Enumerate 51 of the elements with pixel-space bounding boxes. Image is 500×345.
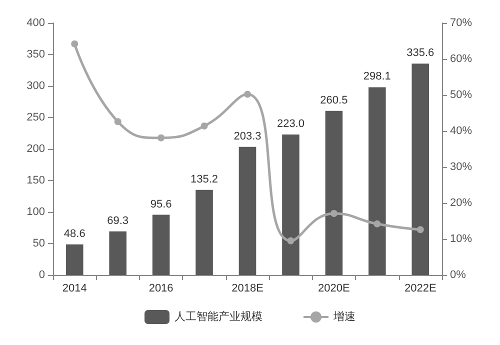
point <box>114 118 122 126</box>
point <box>416 226 424 234</box>
bar <box>238 146 256 275</box>
x-tick-label: 2022E <box>404 282 436 294</box>
x-tick-label: 2014 <box>62 282 87 294</box>
y-tick-label: 300 <box>26 80 45 92</box>
y-tick-label: 400 <box>26 17 45 29</box>
y-tick-label: 250 <box>26 112 45 124</box>
x-tick-label: 2020E <box>318 282 350 294</box>
point <box>374 220 381 228</box>
y2-tick-label: 50% <box>450 89 472 101</box>
data-label: 335.6 <box>406 47 434 60</box>
data-label: 69.3 <box>107 214 129 227</box>
y2-tick-label: 30% <box>450 161 472 173</box>
y-tick-label: 200 <box>26 143 45 155</box>
y2-tick-label: 0% <box>450 269 466 281</box>
bar <box>196 190 213 275</box>
bar <box>66 244 84 275</box>
bar <box>412 64 430 275</box>
point <box>244 90 251 98</box>
point <box>71 40 78 48</box>
bar <box>325 110 343 275</box>
y2-tick-label: 10% <box>450 233 472 245</box>
x-tick-label: 2016 <box>148 282 174 294</box>
data-label: 223.0 <box>276 118 304 130</box>
point <box>287 237 294 244</box>
bar <box>368 87 386 275</box>
y2-tick-label: 20% <box>450 197 472 209</box>
data-label: 95.6 <box>150 198 172 210</box>
legend-label: 增速 <box>332 310 356 323</box>
y2-tick-label: 60% <box>450 53 472 65</box>
bar <box>282 134 300 275</box>
data-label: 48.6 <box>64 228 86 240</box>
point <box>158 134 165 142</box>
y-tick-label: 50 <box>32 238 45 250</box>
y-tick-label: 150 <box>26 174 45 186</box>
legend-label: 人工智能产业规模 <box>174 310 262 323</box>
y-tick-label: 350 <box>26 48 45 60</box>
y-tick-label: 100 <box>26 206 45 218</box>
data-label: 135.2 <box>190 173 218 186</box>
point <box>330 210 338 217</box>
bar <box>152 214 170 275</box>
y2-tick-label: 40% <box>450 125 472 137</box>
point <box>200 122 208 130</box>
y-tick-label: 0 <box>38 269 45 281</box>
data-label: 260.5 <box>320 94 348 106</box>
x-tick-label: 2018E <box>232 282 264 294</box>
data-label: 203.3 <box>234 130 262 142</box>
bar <box>109 231 126 275</box>
data-label: 298.1 <box>363 70 391 83</box>
y2-tick-label: 70% <box>450 17 472 29</box>
